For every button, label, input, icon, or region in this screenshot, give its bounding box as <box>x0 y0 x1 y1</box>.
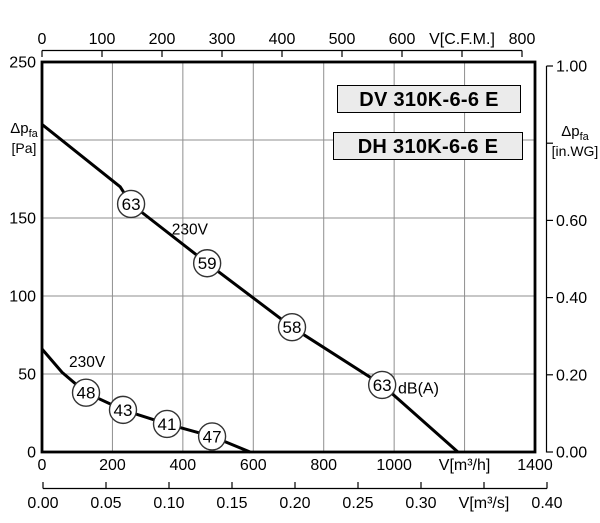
left-axis-subscript: fa <box>28 128 38 140</box>
bottom-axis-tick-label: 800 <box>310 457 337 474</box>
top-axis-tick-label: 200 <box>149 31 176 48</box>
bottom-axis-tick-label: 0 <box>38 457 47 474</box>
secondary-axis-tick-label: 0.05 <box>90 495 121 512</box>
top-axis-tick-label: 500 <box>329 31 356 48</box>
bottom-axis-tick-label: 400 <box>170 457 197 474</box>
noise-marker-value: 41 <box>158 415 177 434</box>
bottom-axis-tick-label: 1000 <box>376 457 412 474</box>
secondary-axis-tick-label: V[m³/s] <box>459 495 510 512</box>
top-axis-tick-label: 600 <box>389 31 416 48</box>
right-axis-unit: [in.WG] <box>551 143 599 159</box>
left-axis-tick-label: 0 <box>27 445 36 462</box>
right-axis-title: Δpfa [in.WG] <box>551 124 599 159</box>
voltage-label: 230V <box>69 354 106 371</box>
noise-marker-circle <box>192 249 222 278</box>
right-axis-tick-label: 0.60 <box>556 213 587 230</box>
model-label-dv: DV 310K-6-6 E <box>337 85 521 113</box>
right-axis-tick-label: 0.40 <box>556 290 587 307</box>
noise-marker-circle <box>367 370 397 400</box>
secondary-axis-tick-label: 0.15 <box>216 495 247 512</box>
noise-marker-circle <box>197 422 227 451</box>
top-axis-tick-label: 300 <box>209 31 236 48</box>
right-axis-subscript: fa <box>579 131 589 143</box>
bottom-axis-tick-label: V[m³/h] <box>439 457 491 474</box>
secondary-axis-tick-label: 0.10 <box>153 495 184 512</box>
top-axis-tick-label: 400 <box>269 31 296 48</box>
noise-marker-value: 59 <box>198 254 217 273</box>
noise-marker-value: 63 <box>373 376 392 395</box>
left-axis-tick-label: 100 <box>9 289 36 306</box>
bottom-axis-tick-label: 1400 <box>517 457 553 474</box>
noise-marker-circle <box>108 395 138 425</box>
plot-border <box>40 60 537 454</box>
model-label-dh: DH 310K-6-6 E <box>333 132 523 160</box>
secondary-axis-tick-label: 0.30 <box>405 495 436 512</box>
top-axis-tick-label: 100 <box>89 31 116 48</box>
left-axis-tick-label: 50 <box>18 367 36 384</box>
noise-unit-label: dB(A) <box>398 381 439 398</box>
right-axis-tick-label: 1.00 <box>556 59 587 76</box>
secondary-axis-tick-label: 0.00 <box>27 495 58 512</box>
bottom-axis-tick-label: 600 <box>240 457 267 474</box>
left-axis-symbol: Δp <box>10 120 29 137</box>
noise-marker-value: 48 <box>77 384 96 403</box>
noise-marker-value: 58 <box>283 318 302 337</box>
left-axis-unit: [Pa] <box>11 140 37 156</box>
secondary-axis-tick-label: 0.20 <box>279 495 310 512</box>
right-axis-tick-label: 0.20 <box>556 367 587 384</box>
noise-marker-value: 43 <box>114 401 133 420</box>
right-axis-symbol: Δp <box>561 123 580 140</box>
left-axis-title: Δpfa [Pa] <box>6 121 42 156</box>
top-axis-tick-label: 0 <box>38 31 47 48</box>
noise-marker-circle <box>71 378 101 407</box>
bottom-axis-tick-label: 200 <box>99 457 126 474</box>
noise-marker-circle <box>277 313 307 342</box>
left-axis-tick-label: 150 <box>9 211 36 228</box>
right-axis-tick-label: 0.00 <box>556 445 587 462</box>
secondary-axis-tick-label: 0.40 <box>531 495 562 512</box>
noise-marker-value: 47 <box>203 427 222 446</box>
left-axis-tick-label: 250 <box>9 55 36 72</box>
noise-marker-value: 63 <box>122 195 141 214</box>
top-axis-tick-label: 800 <box>509 31 536 48</box>
top-axis-tick-label: V[C.F.M.] <box>429 31 495 48</box>
voltage-label: 230V <box>172 221 209 238</box>
noise-marker-circle <box>116 189 146 219</box>
noise-marker-circle <box>152 409 182 439</box>
secondary-axis-tick-label: 0.25 <box>342 495 373 512</box>
